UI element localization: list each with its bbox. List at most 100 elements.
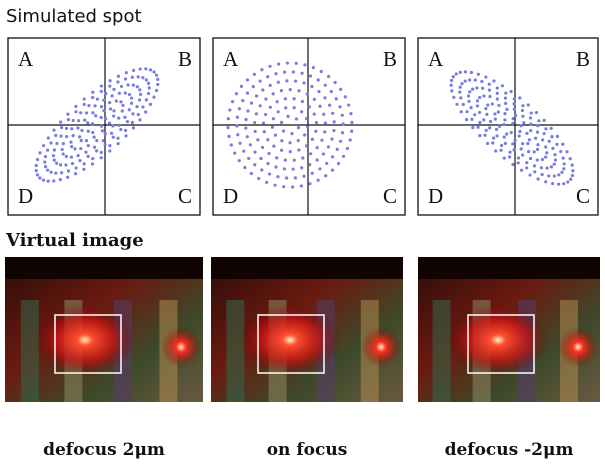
spot-dot	[289, 150, 292, 153]
spot-dot	[323, 96, 326, 99]
spot-dot	[468, 78, 471, 81]
spot-dot	[124, 77, 127, 80]
spot-dot	[240, 85, 243, 88]
spot-dot	[43, 161, 46, 164]
spot-dot	[547, 174, 550, 177]
spot-dot	[478, 111, 481, 114]
spot-dot	[452, 96, 455, 99]
spot-dot	[65, 127, 68, 130]
spot-dot	[265, 181, 268, 184]
spot-dot	[342, 122, 345, 125]
spot-dot	[302, 81, 305, 84]
spot-dot	[548, 140, 551, 143]
spot-dot	[482, 94, 485, 97]
spot-dot	[100, 116, 103, 119]
spot-dot	[503, 112, 506, 115]
spot-dot	[350, 121, 353, 124]
spot-dot	[93, 136, 96, 139]
spot-dot	[469, 106, 472, 109]
spot-dot	[571, 174, 574, 177]
spot-dot	[119, 100, 122, 103]
spot-dot	[83, 162, 86, 165]
spot-dot	[282, 185, 285, 188]
spot-dot	[470, 118, 473, 121]
virtual-image	[418, 257, 600, 402]
spot-dot	[342, 155, 345, 158]
spot-dot	[74, 166, 77, 169]
spot-dot	[83, 97, 86, 100]
spot-dot	[317, 90, 320, 93]
spot-dot	[543, 132, 546, 135]
spot-dot	[297, 126, 300, 129]
spot-dot	[555, 143, 558, 146]
spot-dot	[459, 86, 462, 89]
image-caption: on focus	[267, 440, 348, 460]
spot-dot	[147, 92, 150, 95]
spot-dot	[117, 142, 120, 145]
spot-dot	[100, 156, 103, 159]
spot-dot	[511, 163, 514, 166]
spot-dot	[131, 76, 134, 79]
spot-dot	[498, 125, 501, 128]
spot-dot	[249, 143, 252, 146]
image-band	[433, 300, 451, 402]
spot-dot	[344, 95, 347, 98]
spot-dot	[311, 138, 314, 141]
spot-dot	[255, 94, 258, 97]
spot-dot	[268, 172, 271, 175]
spot-dot	[78, 135, 81, 138]
spot-dot	[293, 97, 296, 100]
spot-dot	[467, 100, 470, 103]
spot-dot	[536, 131, 539, 134]
spot-dot	[49, 141, 52, 144]
spot-dot	[144, 110, 147, 113]
spot-dot	[241, 99, 244, 102]
spot-dot	[36, 173, 39, 176]
spot-dot	[551, 147, 554, 150]
spot-dot	[54, 134, 57, 137]
spot-dot	[285, 176, 288, 179]
spot-dot	[476, 126, 479, 129]
spot-dot	[148, 86, 151, 89]
spot-dot	[543, 119, 546, 122]
section-title: Virtual image	[5, 230, 144, 251]
spot-dot	[59, 135, 62, 138]
quadrant-label: C	[383, 184, 397, 208]
spot-dot	[52, 154, 55, 157]
spot-dot	[496, 86, 499, 89]
spot-dot	[77, 119, 80, 122]
spot-dot	[252, 85, 255, 88]
spot-dot	[495, 134, 498, 137]
quadrant-label: B	[576, 47, 590, 71]
spot-dot	[274, 134, 277, 137]
spot-dot	[480, 80, 483, 83]
spot-dot	[153, 70, 156, 73]
spot-dot	[533, 150, 536, 153]
spot-dot	[276, 100, 279, 103]
spot-dot	[149, 68, 152, 71]
spot-dot	[80, 129, 83, 132]
spot-dot	[505, 108, 508, 111]
spot-dot	[350, 130, 353, 133]
virtual-image	[211, 257, 403, 402]
spot-dot	[308, 105, 311, 108]
spot-dot	[91, 162, 94, 165]
spot-dot	[533, 170, 536, 173]
spot-dot	[318, 167, 321, 170]
spot-dot	[324, 174, 327, 177]
spot-dot	[525, 132, 528, 135]
spot-dot	[512, 148, 515, 151]
spot-dot	[491, 141, 494, 144]
spot-dot	[257, 177, 260, 180]
spot-dot	[488, 126, 491, 129]
spot-dot	[294, 176, 297, 179]
spot-dot	[511, 142, 514, 145]
spot-dot	[108, 85, 111, 88]
spot-dot	[512, 102, 515, 105]
image-dark	[5, 257, 203, 279]
spot-dot	[53, 159, 56, 162]
spot-dot	[96, 98, 99, 101]
spot-dot	[109, 107, 112, 110]
spot-dot	[44, 165, 47, 168]
spot-dot	[59, 163, 62, 166]
